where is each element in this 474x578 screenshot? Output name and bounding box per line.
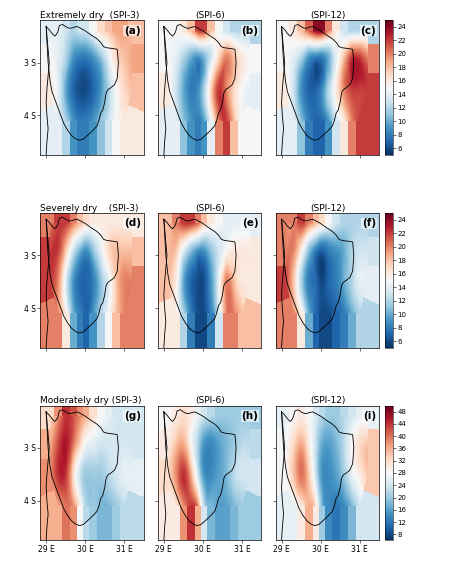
Text: (g): (g) [124, 411, 141, 421]
Text: (b): (b) [241, 25, 258, 36]
Title: (SPI-12): (SPI-12) [310, 11, 345, 20]
Text: (c): (c) [360, 25, 376, 36]
Text: (i): (i) [363, 411, 376, 421]
Text: (e): (e) [242, 218, 258, 228]
Text: Extremely dry  (SPI-3): Extremely dry (SPI-3) [40, 11, 140, 20]
Text: (f): (f) [362, 218, 376, 228]
Text: (d): (d) [124, 218, 141, 228]
Text: Moderately dry (SPI-3): Moderately dry (SPI-3) [40, 397, 142, 406]
Title: (SPI-6): (SPI-6) [195, 11, 225, 20]
Text: (a): (a) [124, 25, 141, 36]
Title: (SPI-6): (SPI-6) [195, 204, 225, 213]
Title: (SPI-12): (SPI-12) [310, 204, 345, 213]
Title: (SPI-6): (SPI-6) [195, 397, 225, 406]
Text: Severely dry    (SPI-3): Severely dry (SPI-3) [40, 204, 139, 213]
Text: (h): (h) [242, 411, 258, 421]
Title: (SPI-12): (SPI-12) [310, 397, 345, 406]
